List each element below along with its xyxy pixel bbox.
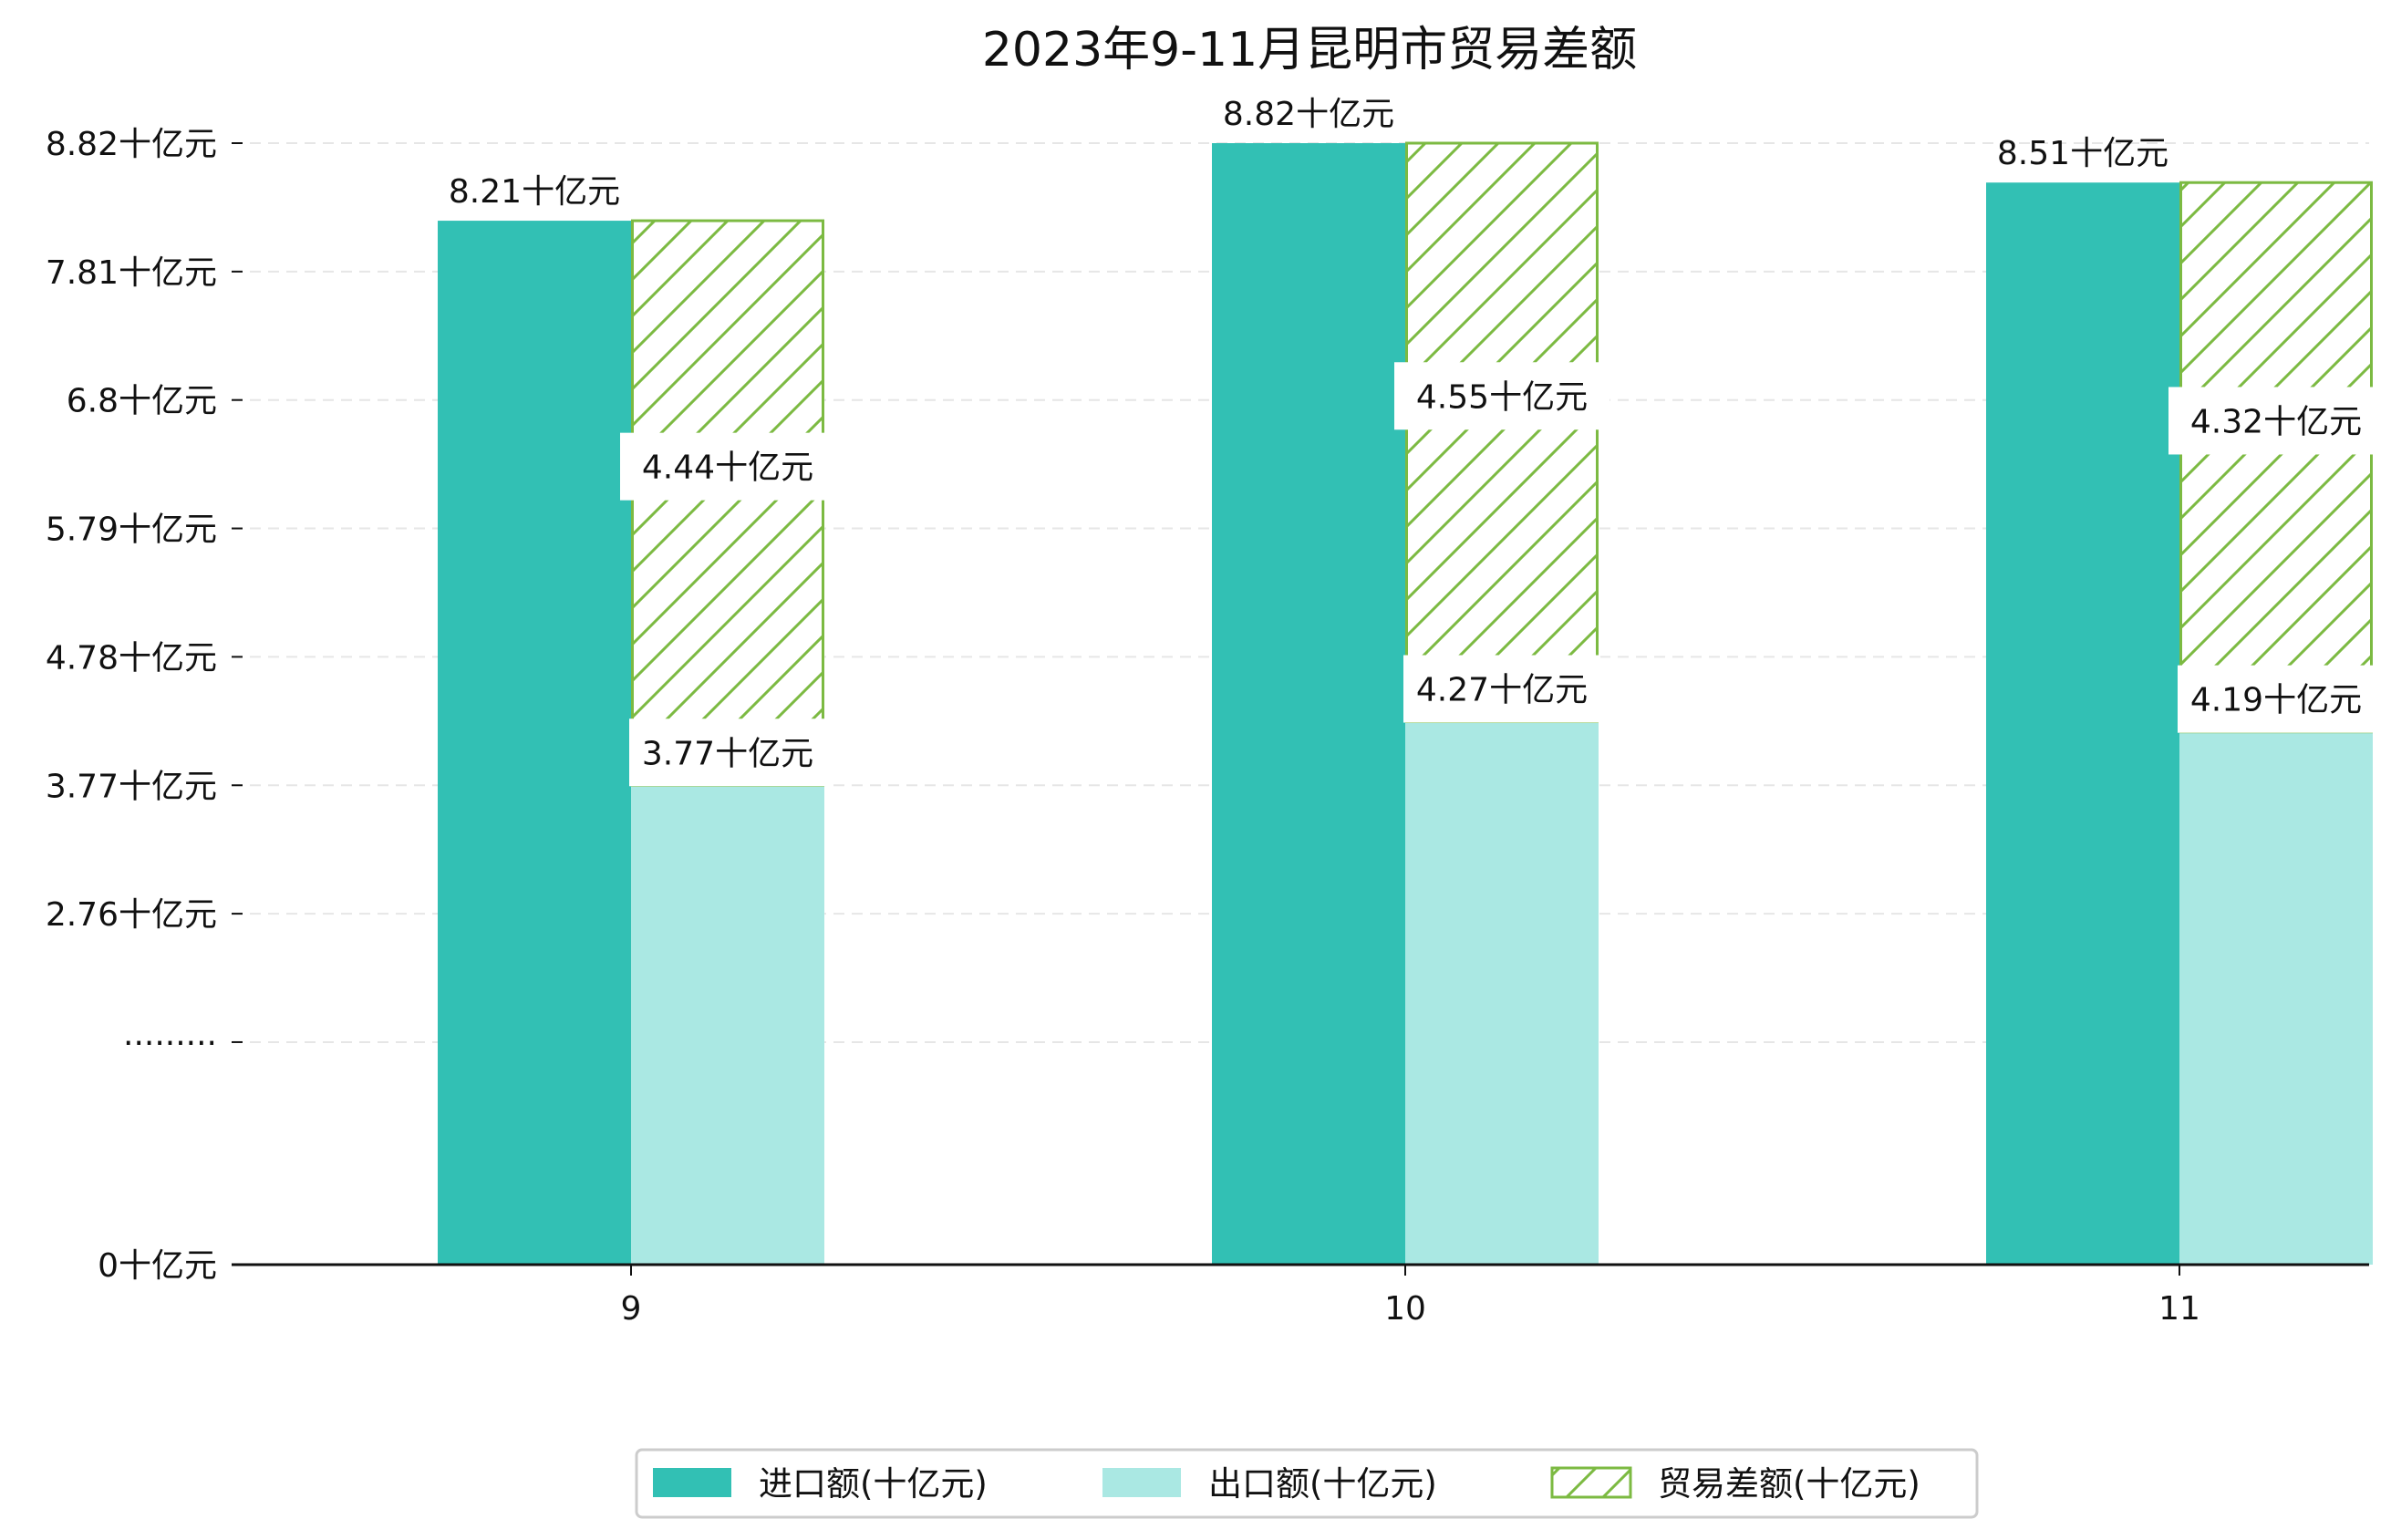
bar-balance [2179,181,2373,734]
axes: 0十亿元 ········· 2.76十亿元 3.77十亿元 4.78十亿元 5.79十亿… [46,126,2369,1328]
data-label-balance: 4.55十亿元 [1416,378,1588,416]
data-label-import: 8.51十亿元 [1997,135,2168,172]
legend-box [635,1448,1979,1519]
data-label-balance-bg [2168,387,2384,455]
data-label-balance: 4.44十亿元 [642,450,813,487]
bar-import [438,221,631,1266]
data-labels: 8.21十亿元 3.77十亿元 4.44十亿元 8.82十亿元 4.27十亿元 4.55十… [449,96,2384,787]
y-tick-label: 4.78十亿元 [46,639,217,677]
bar-balance [631,219,824,787]
y-tick-label: 0十亿元 [98,1247,217,1285]
legend-label: 出口额(十亿元) [1208,1464,1437,1504]
y-tick-label: 8.82十亿元 [46,126,217,163]
y-tick-label: 7.81十亿元 [46,254,217,292]
data-label-balance-bg [620,432,835,501]
legend-label: 贸易差额(十亿元) [1658,1464,1920,1504]
chart-title: 2023年9-11月昆明市贸易差额 [982,23,1637,78]
data-label-export: 4.19十亿元 [2190,682,2362,719]
bar-import [1986,182,2179,1265]
legend-label: 进口额(十亿元) [759,1464,988,1504]
bar-export [2179,731,2373,1265]
data-label-export: 3.77十亿元 [642,735,813,772]
bar-import [1212,143,1405,1265]
data-label-export-bg [1403,655,1600,723]
x-tick-label: 10 [1384,1290,1426,1328]
data-label-export-bg [2178,665,2375,733]
y-tick-label: ········· [123,1025,217,1062]
y-tick-label: 2.76十亿元 [46,896,217,934]
data-label-import: 8.21十亿元 [449,173,620,211]
data-label-export: 4.27十亿元 [1416,672,1588,709]
legend-swatch [1550,1466,1632,1499]
y-tick-label: 3.77十亿元 [46,768,217,805]
x-tick-label: 9 [621,1290,642,1328]
legend-swatch [653,1468,731,1497]
bars [438,141,2373,1266]
y-tick-label: 6.8十亿元 [67,383,217,420]
x-tick-label: 11 [2158,1290,2200,1328]
data-label-balance-bg [1394,362,1610,430]
legend-swatch [1102,1468,1181,1497]
legend: 进口额(十亿元) 出口额(十亿元) 贸易差额(十亿元) [635,1448,1979,1519]
bar-balance [1405,141,1599,724]
bar-export [631,785,824,1265]
bar-export [1405,721,1599,1265]
data-label-export-bg [629,718,826,787]
y-tick-label: 5.79十亿元 [46,512,217,549]
data-label-balance: 4.32十亿元 [2190,403,2362,440]
data-label-import: 8.82十亿元 [1223,96,1394,133]
